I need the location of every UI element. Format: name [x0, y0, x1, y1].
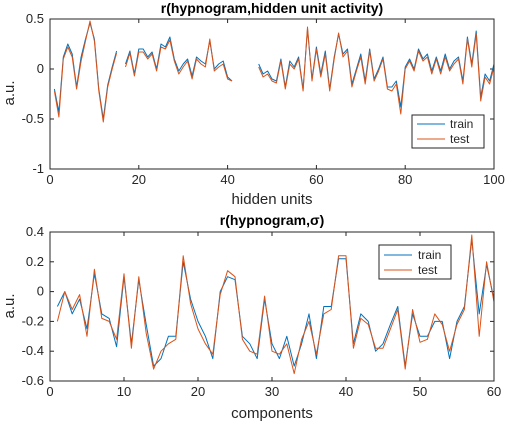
plot-area [49, 18, 495, 170]
legend: train test [378, 244, 452, 280]
chart-hypnogram-sigma: r(hypnogram,σ) components a.u. 0 10 20 30 40… [1, 212, 501, 422]
x-tick-label: 40 [339, 384, 353, 399]
plot-area [49, 231, 495, 382]
x-tick-label: 80 [398, 172, 412, 187]
y-tick-label: 0 [37, 284, 44, 299]
chart-hypnogram-hidden-unit-activity: r(hypnogram,hidden unit activity) hidden… [1, 0, 505, 208]
series-line-train [53, 22, 495, 120]
y-tick-label: 0.4 [26, 224, 44, 239]
y-tick-label: -0.2 [22, 313, 44, 328]
y-tick-label: 0.5 [26, 11, 44, 26]
series-line-test [56, 234, 495, 375]
x-tick-label: 0 [46, 384, 53, 399]
x-tick-label: 60 [487, 384, 501, 399]
tick-label-group: 0 20 40 60 80 100 -1 -0.5 0 0.5 [22, 11, 505, 187]
chart-title: r(hypnogram,σ) [220, 212, 324, 228]
series-group [56, 234, 495, 375]
x-tick-label: 30 [265, 384, 279, 399]
x-tick-label: 100 [483, 172, 505, 187]
series-line-test [53, 20, 495, 123]
series-group [53, 20, 495, 123]
legend-label-test: test [418, 263, 438, 277]
x-tick-label: 60 [309, 172, 323, 187]
y-axis-label: a.u. [1, 293, 18, 318]
legend-box [378, 244, 452, 280]
x-tick-label: 20 [191, 384, 205, 399]
y-tick-label: 0.2 [26, 254, 44, 269]
x-axis-label: hidden units [232, 191, 313, 208]
y-axis-label: a.u. [1, 80, 18, 105]
chart-title: r(hypnogram,hidden unit activity) [161, 0, 383, 16]
legend-label-train: train [418, 248, 441, 262]
y-tick-label: -0.6 [22, 373, 44, 388]
legend-label-train: train [450, 117, 473, 131]
x-tick-label: 0 [46, 172, 53, 187]
y-tick-label: -1 [32, 161, 44, 176]
legend-label-test: test [450, 132, 470, 146]
y-tick-label: -0.5 [22, 111, 44, 126]
x-tick-label: 40 [220, 172, 234, 187]
legend: train test [411, 114, 485, 149]
tick-label-group: 0 10 20 30 40 50 60 -0.6 -0.4 -0.2 0 0.2 0.4 [22, 224, 502, 399]
x-tick-label: 50 [413, 384, 427, 399]
y-tick-label: 0 [37, 61, 44, 76]
x-tick-label: 10 [117, 384, 131, 399]
legend-box [411, 114, 485, 149]
x-tick-label: 20 [132, 172, 146, 187]
y-tick-label: -0.4 [22, 343, 44, 358]
x-axis-label: components [231, 405, 313, 422]
